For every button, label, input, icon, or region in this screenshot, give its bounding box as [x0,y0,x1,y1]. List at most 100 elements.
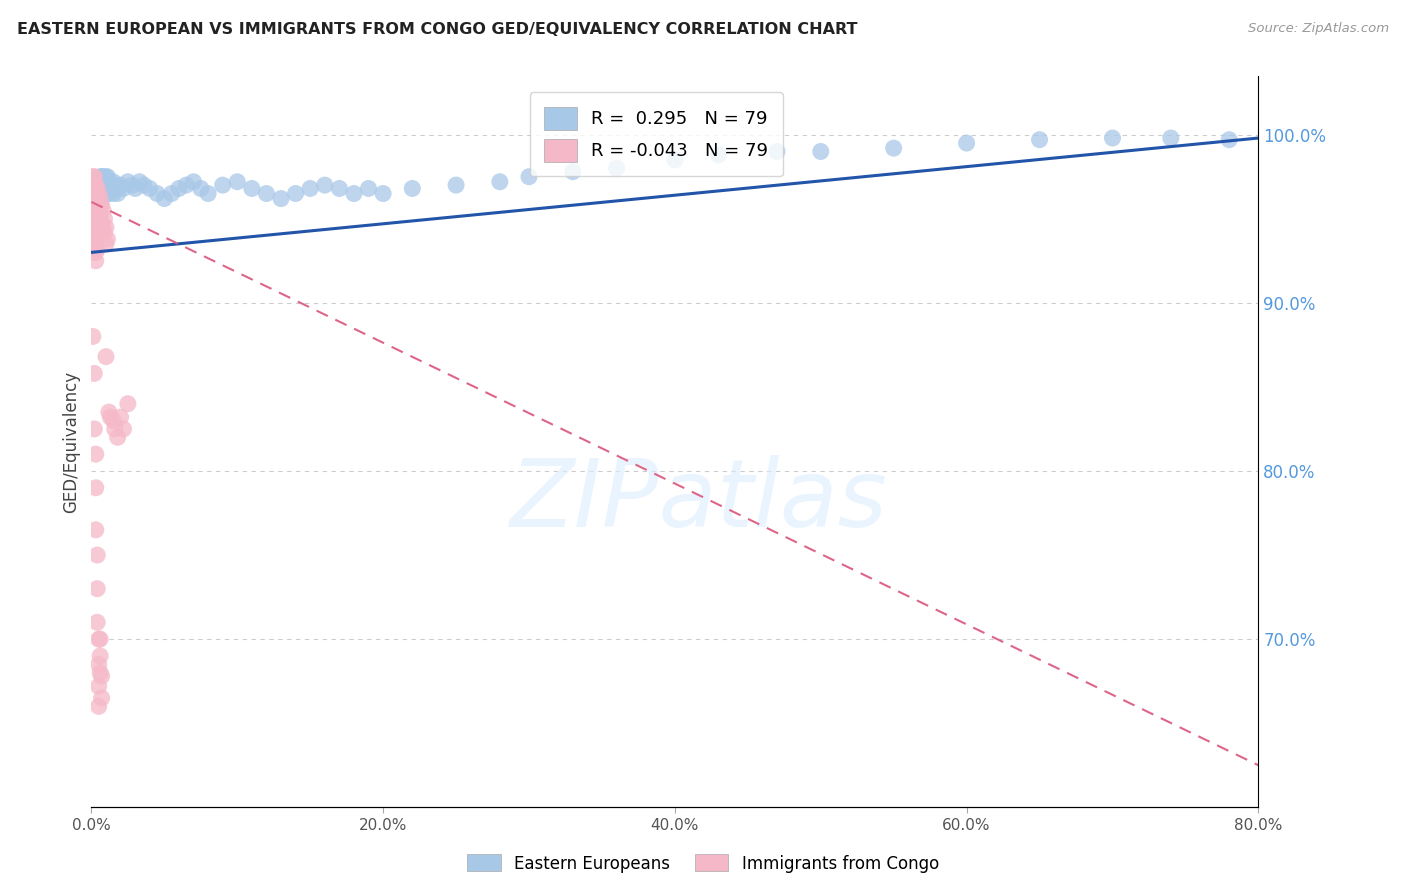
Point [226,175,249,189]
Point [124,181,146,195]
Point [93,225,115,239]
Point [82,186,104,201]
Point [121,178,143,193]
Point [401,181,423,195]
Point [94,350,117,364]
Point [96,181,118,195]
Point [89,220,111,235]
Point [96,232,118,246]
Point [517,169,540,184]
Point [107,430,129,444]
Point [83,220,105,235]
Point [810,145,832,159]
Point [98,178,121,193]
Point [444,178,467,193]
Point [91,178,114,193]
Point [112,422,135,436]
Point [90,192,112,206]
Point [83,169,105,184]
Point [1160,131,1182,145]
Point [84,198,107,212]
Text: ZIPatlas: ZIPatlas [509,455,887,546]
Point [138,181,162,195]
Point [84,220,107,235]
Point [183,175,205,189]
Point [83,203,105,218]
Point [90,669,112,683]
Text: Source: ZipAtlas.com: Source: ZipAtlas.com [1249,22,1389,36]
Point [96,169,118,184]
Point [89,665,111,680]
Point [270,192,292,206]
Point [97,175,120,189]
Point [489,175,512,189]
Point [284,186,307,201]
Point [87,198,110,212]
Point [87,225,110,239]
Point [314,178,336,193]
Point [299,181,322,195]
Point [86,186,108,201]
Point [103,186,125,201]
Point [104,178,127,193]
Point [132,178,155,193]
Point [84,186,107,201]
Point [84,228,107,243]
Point [83,186,105,201]
Point [97,186,120,201]
Point [87,632,110,646]
Point [82,192,104,206]
Point [110,178,132,193]
Point [107,186,129,201]
Point [84,245,107,260]
Point [94,186,117,201]
Point [89,178,111,193]
Point [89,186,111,201]
Point [86,178,108,193]
Point [766,145,789,159]
Legend: R =  0.295   N = 79, R = -0.043   N = 79: R = 0.295 N = 79, R = -0.043 N = 79 [530,92,783,177]
Point [371,186,394,201]
Point [1101,131,1123,145]
Point [90,169,112,184]
Point [93,175,115,189]
Point [87,657,110,672]
Point [90,690,112,705]
Point [240,181,263,195]
Point [82,211,104,226]
Point [91,203,114,218]
Point [91,186,114,201]
Point [83,245,105,260]
Point [84,194,107,209]
Point [211,178,233,193]
Point [117,397,139,411]
Point [328,181,350,195]
Text: EASTERN EUROPEAN VS IMMIGRANTS FROM CONGO GED/EQUIVALENCY CORRELATION CHART: EASTERN EUROPEAN VS IMMIGRANTS FROM CONG… [17,22,858,37]
Point [82,198,104,212]
Point [83,211,105,226]
Point [86,228,108,243]
Point [86,582,108,596]
Point [84,253,107,268]
Point [84,481,107,495]
Point [103,413,125,427]
Point [357,181,380,195]
Point [707,148,730,162]
Point [84,178,107,193]
Point [86,215,108,229]
Point [190,181,212,195]
Point [86,615,108,630]
Point [343,186,366,201]
Point [82,175,104,189]
Point [82,205,104,219]
Point [82,181,104,195]
Point [1218,133,1240,147]
Point [86,242,108,256]
Point [83,237,105,252]
Point [86,548,108,562]
Point [87,175,110,189]
Point [87,679,110,693]
Point [117,175,139,189]
Point [103,175,125,189]
Point [87,699,110,714]
